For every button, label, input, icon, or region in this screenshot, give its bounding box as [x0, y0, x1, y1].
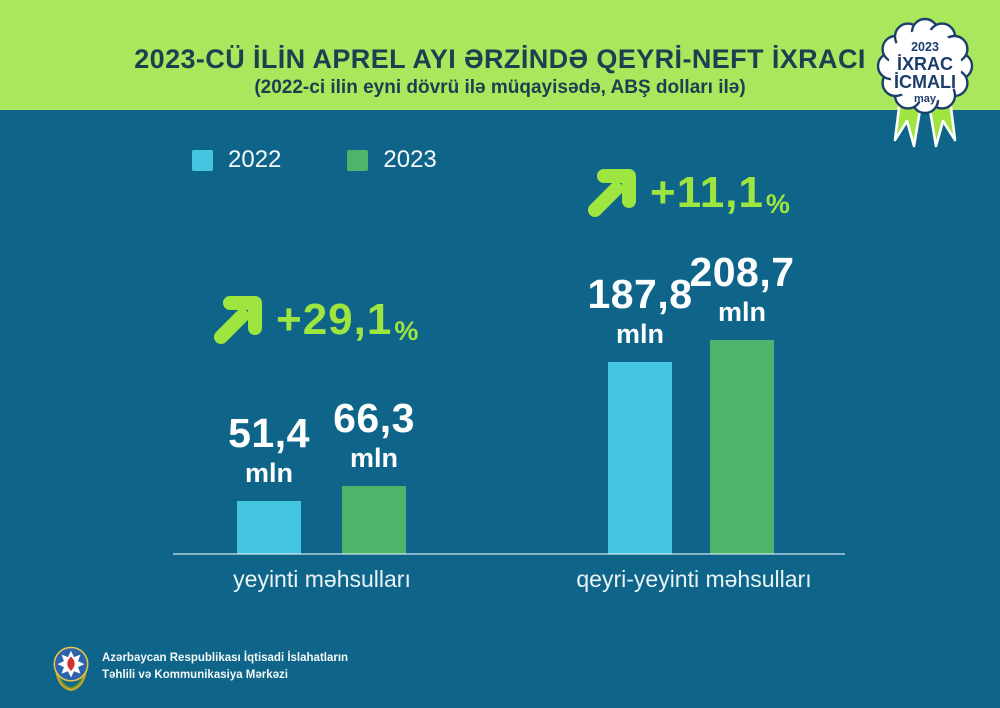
- growth-indicator-food: +29,1 %: [210, 292, 418, 348]
- growth-percent-sign-nonfood: %: [765, 189, 790, 219]
- page-subtitle: (2022-ci ilin eyni dövrü ilə müqayisədə,…: [254, 77, 746, 98]
- bar-column-nonfood-2022: 187,8 mln: [587, 274, 692, 554]
- legend-label-2022: 2022: [228, 146, 282, 173]
- footer: Azərbaycan Respublikası İqtisadi İslahat…: [50, 643, 348, 691]
- organization-name-line1: Azərbaycan Respublikası İqtisadi İslahat…: [102, 652, 349, 665]
- growth-indicator-nonfood: +11,1 %: [584, 165, 790, 221]
- category-label-nonfood: qeyri-yeyinti məhsulları: [576, 566, 812, 592]
- up-right-arrow-icon: [214, 296, 262, 344]
- organization-name: Azərbaycan Respublikası İqtisadi İslahat…: [102, 650, 348, 683]
- category-label-food: yeyinti məhsulları: [233, 566, 411, 592]
- growth-value-food: +29,1: [276, 295, 393, 344]
- growth-percent-sign-food: %: [394, 316, 419, 346]
- bar-unit-label: mln: [244, 458, 293, 489]
- page-title: 2023-CÜ İLİN APREL AYI ƏRZİNDƏ QEYRİ-NEF…: [134, 44, 866, 74]
- legend: 2022 2023: [192, 146, 437, 174]
- organization-name-line2: Təhlili və Kommunikasiya Mərkəzi: [102, 669, 288, 681]
- axis-baseline: [173, 553, 845, 555]
- badge-title-line1: İXRAC: [897, 54, 953, 74]
- badge-year: 2023: [911, 40, 939, 54]
- bar-column-food-2023: 66,3 mln: [333, 398, 414, 554]
- bar-food-2023: [342, 486, 406, 554]
- bar-column-nonfood-2023: 208,7 mln: [689, 252, 794, 554]
- bar-nonfood-2022: [608, 362, 672, 554]
- legend-swatch-2023: [347, 149, 369, 171]
- legend-item-2023: 2023: [347, 146, 437, 174]
- badge-seal-icon: [876, 17, 974, 115]
- bar-nonfood-2023: [710, 340, 774, 554]
- report-badge: 2023 İXRAC İCMALI may: [876, 17, 974, 148]
- growth-value-nonfood: +11,1: [650, 168, 764, 217]
- bar-unit-label: mln: [615, 319, 664, 350]
- bar-food-2022: [237, 501, 301, 554]
- bar-value-label: 51,4: [228, 410, 310, 457]
- badge-title-line2: İCMALI: [894, 72, 956, 92]
- legend-item-2022: 2022: [192, 146, 281, 174]
- chart-panel: [0, 110, 1000, 708]
- bar-value-label: 187,8: [587, 271, 693, 318]
- bar-value-label: 66,3: [333, 395, 415, 442]
- legend-swatch-2022: [192, 149, 213, 171]
- badge-month: may: [914, 93, 937, 105]
- bar-column-food-2022: 51,4 mln: [228, 413, 309, 554]
- azerbaijan-emblem-icon: [53, 646, 89, 691]
- legend-label-2023: 2023: [383, 146, 437, 173]
- up-right-arrow-icon: [588, 169, 636, 217]
- bar-unit-label: mln: [349, 443, 398, 474]
- bar-unit-label: mln: [717, 297, 766, 328]
- bar-value-label: 208,7: [689, 249, 795, 296]
